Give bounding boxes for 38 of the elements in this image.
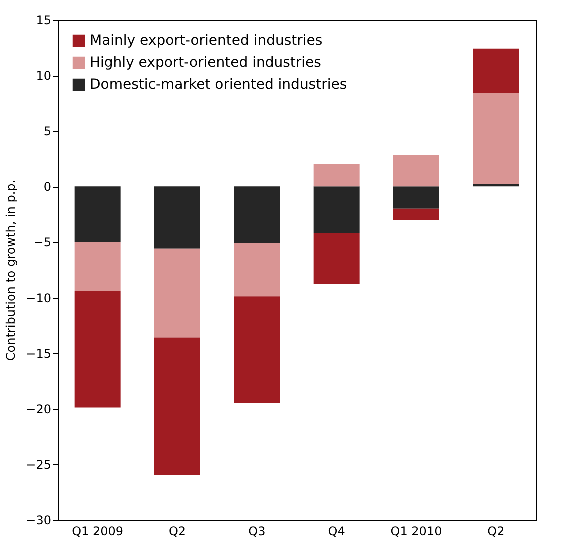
bar bbox=[74, 291, 121, 408]
y-tick-label: −25 bbox=[26, 458, 52, 472]
bar bbox=[234, 186, 280, 244]
legend-label: Highly export-oriented industries bbox=[90, 55, 322, 71]
x-tick-label: Q1 2009 bbox=[72, 524, 124, 538]
bar bbox=[74, 242, 121, 292]
bar bbox=[234, 296, 280, 404]
bar bbox=[314, 164, 360, 187]
bar bbox=[394, 156, 440, 187]
bar bbox=[154, 338, 200, 476]
bar bbox=[74, 186, 121, 242]
bar bbox=[314, 186, 360, 234]
x-tick-label: Q3 bbox=[248, 524, 266, 538]
legend-label: Mainly export-oriented industries bbox=[90, 33, 323, 49]
bar bbox=[314, 233, 360, 284]
bar bbox=[473, 93, 520, 184]
x-tick-label: Q1 2010 bbox=[390, 524, 442, 538]
y-tick-label: −5 bbox=[34, 236, 52, 250]
bar bbox=[473, 184, 520, 187]
y-tick-label: 5 bbox=[44, 124, 52, 139]
bar bbox=[394, 208, 440, 220]
bar bbox=[234, 243, 280, 297]
bar bbox=[154, 186, 200, 249]
bar bbox=[394, 186, 440, 209]
y-tick-label: −30 bbox=[26, 514, 52, 528]
x-tick-label: Q2 bbox=[168, 524, 186, 538]
x-tick-label: Q2 bbox=[488, 524, 505, 538]
bar bbox=[154, 248, 200, 338]
y-axis-title: Contribution to growth, in p.p. bbox=[4, 180, 18, 362]
y-tick-label: −15 bbox=[26, 346, 52, 361]
y-tick-label: 0 bbox=[44, 180, 52, 194]
legend-label: Domestic-market oriented industries bbox=[90, 77, 348, 93]
y-tick-label: −10 bbox=[26, 291, 52, 306]
y-tick-label: 15 bbox=[36, 14, 52, 28]
y-tick-label: −20 bbox=[26, 402, 52, 416]
x-tick-label: Q4 bbox=[328, 524, 346, 538]
bar bbox=[473, 48, 520, 94]
y-tick-label: 10 bbox=[36, 69, 52, 84]
